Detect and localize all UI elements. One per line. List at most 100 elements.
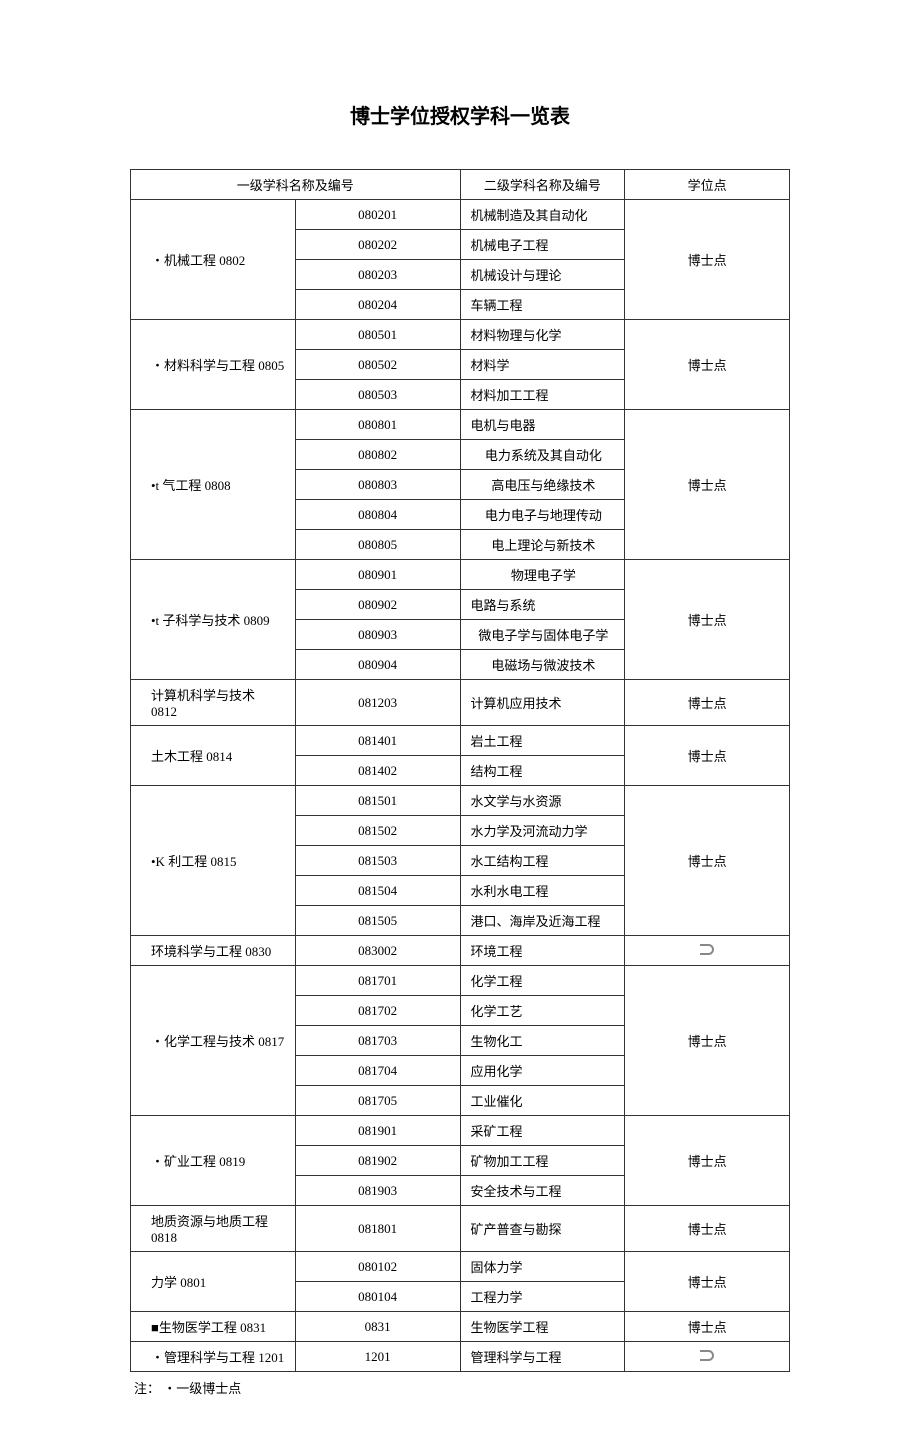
level2-cell: 电机与电器 [460, 410, 625, 440]
level1-cell: ・化学工程与技术 0817 [131, 966, 296, 1116]
level2-cell: 采矿工程 [460, 1116, 625, 1146]
degree-cell: 博士点 [625, 410, 790, 560]
level2-cell: 环境工程 [460, 936, 625, 966]
code-cell: 1201 [295, 1342, 460, 1372]
level2-cell: 水利水电工程 [460, 876, 625, 906]
level2-cell: 安全技术与工程 [460, 1176, 625, 1206]
code-cell: 081203 [295, 680, 460, 726]
degree-cell: 博士点 [625, 680, 790, 726]
degree-cell [625, 1342, 790, 1372]
code-cell: 080805 [295, 530, 460, 560]
level2-cell: 电力电子与地理传动 [460, 500, 625, 530]
level2-cell: 材料加工工程 [460, 380, 625, 410]
level2-cell: 机械设计与理论 [460, 260, 625, 290]
level2-cell: 工程力学 [460, 1282, 625, 1312]
level2-cell: 生物医学工程 [460, 1312, 625, 1342]
code-cell: 080203 [295, 260, 460, 290]
code-cell: 081502 [295, 816, 460, 846]
code-cell: 080503 [295, 380, 460, 410]
code-cell: 081701 [295, 966, 460, 996]
discipline-table: 一级学科名称及编号 二级学科名称及编号 学位点 ・机械工程 0802080201… [130, 169, 790, 1372]
level1-cell: •K 利工程 0815 [131, 786, 296, 936]
table-row: 土木工程 0814081401岩土工程博士点 [131, 726, 790, 756]
table-header-row: 一级学科名称及编号 二级学科名称及编号 学位点 [131, 170, 790, 200]
code-cell: 080202 [295, 230, 460, 260]
code-cell: 081903 [295, 1176, 460, 1206]
table-row: •t 子科学与技术 0809080901物理电子学博士点 [131, 560, 790, 590]
level1-cell: ・材料科学与工程 0805 [131, 320, 296, 410]
code-cell: 081902 [295, 1146, 460, 1176]
degree-cell: 博士点 [625, 1206, 790, 1252]
code-cell: 083002 [295, 936, 460, 966]
header-degree: 学位点 [625, 170, 790, 200]
code-cell: 080204 [295, 290, 460, 320]
level2-cell: 化学工程 [460, 966, 625, 996]
table-row: ■生物医学工程 08310831生物医学工程博士点 [131, 1312, 790, 1342]
level2-cell: 电上理论与新技术 [460, 530, 625, 560]
level1-cell: 计算机科学与技术 0812 [131, 680, 296, 726]
level2-cell: 机械电子工程 [460, 230, 625, 260]
d-shape-icon [700, 944, 714, 955]
level2-cell: 车辆工程 [460, 290, 625, 320]
degree-cell: 博士点 [625, 320, 790, 410]
level1-cell: 地质资源与地质工程 0818 [131, 1206, 296, 1252]
level1-cell: ■生物医学工程 0831 [131, 1312, 296, 1342]
degree-cell: 博士点 [625, 966, 790, 1116]
table-row: 环境科学与工程 0830083002环境工程 [131, 936, 790, 966]
code-cell: 081501 [295, 786, 460, 816]
level1-cell: •t 子科学与技术 0809 [131, 560, 296, 680]
code-cell: 080201 [295, 200, 460, 230]
degree-cell: 博士点 [625, 1312, 790, 1342]
table-row: ・化学工程与技术 0817081701化学工程博士点 [131, 966, 790, 996]
level2-cell: 电磁场与微波技术 [460, 650, 625, 680]
level2-cell: 机械制造及其自动化 [460, 200, 625, 230]
code-cell: 080104 [295, 1282, 460, 1312]
code-cell: 081703 [295, 1026, 460, 1056]
code-cell: 080801 [295, 410, 460, 440]
degree-cell: 博士点 [625, 786, 790, 936]
code-cell: 0831 [295, 1312, 460, 1342]
level2-cell: 水工结构工程 [460, 846, 625, 876]
level1-cell: 环境科学与工程 0830 [131, 936, 296, 966]
code-cell: 081801 [295, 1206, 460, 1252]
code-cell: 081702 [295, 996, 460, 1026]
level2-cell: 矿产普查与勘探 [460, 1206, 625, 1252]
degree-cell: 博士点 [625, 560, 790, 680]
code-cell: 080803 [295, 470, 460, 500]
degree-cell: 博士点 [625, 1252, 790, 1312]
level1-cell: ・管理科学与工程 1201 [131, 1342, 296, 1372]
level2-cell: 物理电子学 [460, 560, 625, 590]
page-title: 博士学位授权学科一览表 [130, 100, 790, 129]
header-level1: 一级学科名称及编号 [131, 170, 461, 200]
level1-cell: 土木工程 0814 [131, 726, 296, 786]
level2-cell: 岩土工程 [460, 726, 625, 756]
degree-cell: 博士点 [625, 200, 790, 320]
code-cell: 080902 [295, 590, 460, 620]
code-cell: 081401 [295, 726, 460, 756]
level2-cell: 微电子学与固体电子学 [460, 620, 625, 650]
table-row: ・矿业工程 0819081901采矿工程博士点 [131, 1116, 790, 1146]
level2-cell: 电路与系统 [460, 590, 625, 620]
code-cell: 080904 [295, 650, 460, 680]
level2-cell: 港口、海岸及近海工程 [460, 906, 625, 936]
level1-cell: •t 气工程 0808 [131, 410, 296, 560]
code-cell: 081505 [295, 906, 460, 936]
table-row: •K 利工程 0815081501水文学与水资源博士点 [131, 786, 790, 816]
level2-cell: 化学工艺 [460, 996, 625, 1026]
footnote: 注： ・一级博士点 [130, 1378, 790, 1397]
code-cell: 080102 [295, 1252, 460, 1282]
level2-cell: 固体力学 [460, 1252, 625, 1282]
code-cell: 080802 [295, 440, 460, 470]
degree-cell: 博士点 [625, 1116, 790, 1206]
level1-cell: ・矿业工程 0819 [131, 1116, 296, 1206]
d-shape-icon [700, 1350, 714, 1361]
table-row: ・材料科学与工程 0805080501材料物理与化学博士点 [131, 320, 790, 350]
level2-cell: 管理科学与工程 [460, 1342, 625, 1372]
level1-cell: ・机械工程 0802 [131, 200, 296, 320]
code-cell: 081504 [295, 876, 460, 906]
level1-cell: 力学 0801 [131, 1252, 296, 1312]
level2-cell: 高电压与绝缘技术 [460, 470, 625, 500]
code-cell: 080502 [295, 350, 460, 380]
header-level2: 二级学科名称及编号 [460, 170, 625, 200]
code-cell: 081402 [295, 756, 460, 786]
